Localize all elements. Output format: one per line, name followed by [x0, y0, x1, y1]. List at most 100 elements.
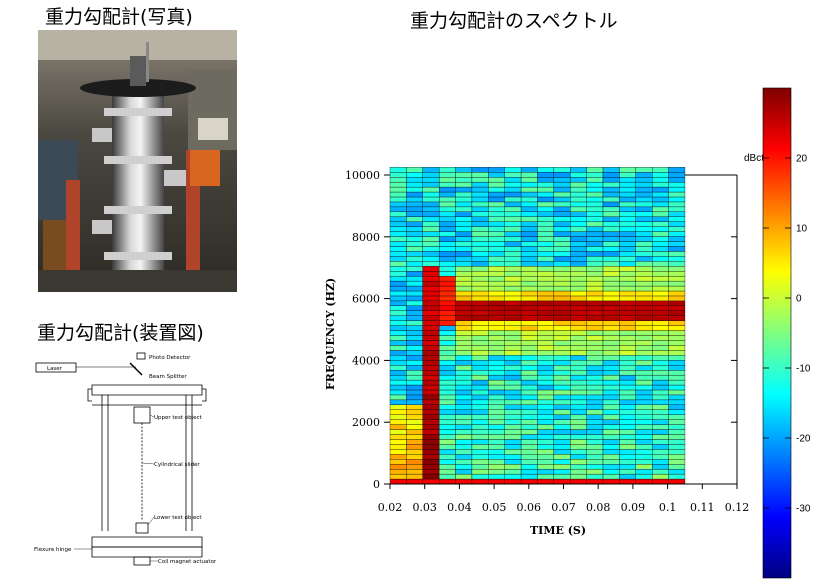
- heatmap-cell: [504, 335, 522, 341]
- heatmap-cell: [438, 191, 456, 198]
- heatmap-cell: [520, 305, 538, 311]
- heatmap-cell: [570, 345, 587, 351]
- heatmap-cell: [586, 226, 604, 232]
- heatmap-cell: [406, 389, 423, 396]
- heatmap-cell: [406, 439, 423, 445]
- heatmap-cell: [537, 266, 555, 272]
- heatmap-cell: [389, 360, 407, 366]
- heatmap-cell: [471, 181, 489, 188]
- heatmap-cell: [422, 201, 440, 208]
- heatmap-cell: [553, 290, 571, 297]
- heatmap-cell: [635, 201, 653, 208]
- heatmap-cell: [619, 266, 636, 272]
- heatmap-cell: [602, 350, 620, 356]
- heatmap-cell: [668, 261, 686, 267]
- heatmap-cell: [553, 439, 571, 445]
- heatmap-cell: [652, 315, 669, 321]
- heatmap-cell: [520, 226, 538, 232]
- heatmap-cell: [455, 394, 473, 401]
- heatmap-cell: [504, 449, 522, 455]
- heatmap-cell: [471, 355, 489, 361]
- heatmap-cell: [652, 394, 669, 401]
- heatmap-cell: [668, 271, 686, 277]
- heatmap-cell: [389, 201, 407, 208]
- heatmap-cell: [570, 186, 587, 193]
- heatmap-cell: [455, 290, 473, 297]
- heatmap-cell: [553, 468, 571, 475]
- heatmap-cell: [652, 389, 669, 396]
- heatmap-cell: [389, 478, 407, 485]
- heatmap-cell: [553, 424, 571, 430]
- heatmap-cell: [422, 271, 440, 277]
- heatmap-cell: [504, 370, 522, 376]
- heatmap-cell: [537, 409, 555, 415]
- heatmap-cell: [586, 414, 604, 420]
- heatmap-cell: [438, 454, 456, 460]
- heatmap-cell: [389, 290, 407, 297]
- colorbar-tick-label: 10: [796, 224, 808, 235]
- heatmap-cell: [438, 256, 456, 262]
- heatmap-cell: [619, 454, 636, 460]
- heatmap-cell: [422, 231, 440, 237]
- heatmap-cell: [520, 186, 538, 193]
- heatmap-cell: [619, 256, 636, 262]
- heatmap-cell: [553, 355, 571, 361]
- heatmap-cell: [455, 330, 473, 336]
- heatmap-cell: [602, 201, 620, 208]
- heatmap-cell: [635, 310, 653, 316]
- heatmap-cell: [553, 186, 571, 193]
- heatmap-cell: [619, 429, 636, 435]
- heatmap-cell: [586, 256, 604, 262]
- heatmap-cell: [471, 186, 489, 193]
- heatmap-cell: [389, 419, 407, 425]
- heatmap-cell: [438, 246, 456, 252]
- heatmap-cell: [438, 261, 456, 267]
- heatmap-cell: [422, 355, 440, 361]
- heatmap-cell: [586, 266, 604, 272]
- heatmap-cell: [455, 340, 473, 346]
- heatmap-cell: [520, 360, 538, 366]
- heatmap-cell: [586, 449, 604, 455]
- heatmap-cell: [488, 478, 505, 485]
- heatmap-cell: [619, 325, 636, 331]
- heatmap-cell: [635, 370, 653, 376]
- heatmap-cell: [602, 340, 620, 346]
- heatmap-cell: [537, 167, 555, 173]
- y-tick-label: 6000: [352, 293, 380, 306]
- heatmap-cell: [455, 211, 473, 217]
- heatmap-cell: [619, 251, 636, 257]
- heatmap-cell: [389, 320, 407, 326]
- heatmap-cell: [537, 310, 555, 316]
- heatmap-cell: [586, 335, 604, 341]
- heatmap-cell: [668, 275, 686, 282]
- heatmap-cell: [520, 409, 538, 415]
- heatmap-cell: [438, 439, 456, 445]
- heatmap-cell: [635, 236, 653, 242]
- heatmap-cell: [488, 468, 505, 475]
- heatmap-cell: [422, 275, 440, 282]
- heatmap-cell: [570, 251, 587, 257]
- heatmap-cell: [520, 330, 538, 336]
- heatmap-cell: [504, 251, 522, 257]
- heatmap-cell: [438, 266, 456, 272]
- heatmap-cell: [619, 389, 636, 396]
- heatmap-cell: [619, 439, 636, 445]
- heatmap-cell: [537, 345, 555, 351]
- heatmap-cell: [553, 167, 571, 173]
- heatmap-cell: [668, 464, 686, 470]
- heatmap-cell: [570, 231, 587, 237]
- heatmap-cell: [455, 280, 473, 287]
- heatmap-cell: [602, 305, 620, 311]
- heatmap-cell: [471, 300, 489, 307]
- heatmap-cell: [553, 389, 571, 396]
- heatmap-cell: [652, 226, 669, 232]
- heatmap-cell: [488, 473, 505, 480]
- heatmap-cell: [652, 181, 669, 188]
- heatmap-cell: [504, 454, 522, 460]
- heatmap-cell: [635, 399, 653, 405]
- heatmap-cell: [602, 439, 620, 445]
- heatmap-cell: [635, 360, 653, 366]
- heatmap-cell: [602, 176, 620, 183]
- heatmap-cell: [619, 374, 636, 381]
- heatmap-cell: [652, 449, 669, 455]
